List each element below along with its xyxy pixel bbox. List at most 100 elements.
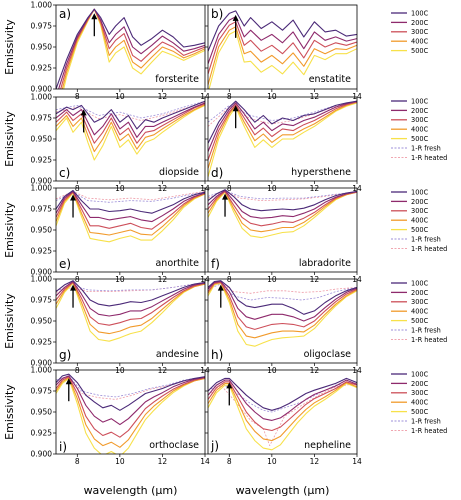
panel-e-ytick-label: 0.950 — [31, 226, 53, 235]
panel-d-letter: d) — [211, 166, 223, 180]
panel-d: 8 10 12 14d) hypersthene100C200C300C400C500C… — [205, 96, 447, 193]
panel-g-line-200c — [56, 280, 205, 317]
panel-i-ytick-label: 0.925 — [31, 429, 53, 438]
panel-f-letter: f) — [211, 257, 220, 271]
panel-j-letter: j) — [210, 439, 219, 453]
panel-f-line-500c — [208, 191, 357, 239]
panel-a-xtick-label: 14 — [200, 92, 210, 101]
panel-c-ytick-label: 0.975 — [31, 114, 53, 123]
panel-j-legend-label: 400C — [411, 399, 429, 407]
panel-c-line-300c — [56, 103, 205, 144]
panel-g-mineral-name: andesine — [156, 349, 199, 360]
x-axis-label-left: wavelength (µm) — [84, 484, 178, 497]
panel-a-mineral-name: forsterite — [155, 74, 199, 85]
y-axis-label-row-3: Emissivity — [3, 202, 16, 258]
panel-f-line-100c — [208, 189, 357, 212]
panel-e-line-200c — [56, 190, 205, 223]
panel-f-legend-label: 300C — [411, 207, 429, 215]
panel-d-line-1-r-heated — [208, 100, 357, 127]
panel-j-line-1-r-heated — [208, 383, 357, 447]
panel-b-legend-label: 200C — [411, 19, 429, 27]
y-axis-label-row-5: Emissivity — [3, 384, 16, 440]
panel-a-line-300c — [60, 8, 205, 89]
panel-g-ytick-label: 0.900 — [31, 359, 53, 368]
panel-d-mineral-name: hypersthene — [291, 167, 351, 178]
panel-h-line-300c — [208, 281, 357, 330]
panel-b-line-400c — [208, 26, 357, 85]
panel-e-xtick-label: 10 — [115, 275, 125, 284]
panel-h-xtick-label: 12 — [310, 366, 320, 375]
panel-c-ytick-label: 1.000 — [31, 93, 53, 102]
panel-b-legend-label: 100C — [411, 9, 429, 17]
panel-d-xtick-label: 8 — [227, 184, 232, 193]
panel-c-letter: c) — [59, 166, 70, 180]
panel-g-line-500c — [56, 282, 205, 342]
panel-h-mineral-name: oligoclase — [304, 349, 352, 360]
panel-i-ytick-label: 1.000 — [31, 366, 53, 375]
panel-h-xtick-label: 10 — [267, 366, 277, 375]
panel-g-line-300c — [56, 281, 205, 326]
panel-d-xtick-label: 10 — [267, 184, 277, 193]
panel-i-ytick-label: 0.975 — [31, 387, 53, 396]
panel-j-line-100c — [208, 377, 357, 411]
panel-f-legend-label: 500C — [411, 226, 429, 234]
panel-b-mineral-name: enstatite — [309, 74, 351, 85]
panel-b-arrow-head — [232, 14, 239, 21]
panel-e-ytick-label: 0.925 — [31, 247, 53, 256]
panel-e-series — [56, 189, 205, 243]
panel-h-letter: h) — [211, 348, 223, 362]
panel-b-legend-label: 300C — [411, 28, 429, 36]
panel-g-letter: g) — [59, 348, 71, 362]
panel-c-xtick-label: 8 — [75, 184, 80, 193]
panel-c: 8 10 12 14 0.900 0.925 0.950 0.975 1.000 c) diopsi… — [31, 93, 210, 194]
panel-e-letter: e) — [59, 257, 71, 271]
panel-j-xtick-label: 8 — [227, 457, 232, 466]
panel-a-xtick-label: 10 — [115, 92, 125, 101]
panel-i-xtick-label: 12 — [158, 457, 168, 466]
panel-a-letter: a) — [59, 7, 71, 21]
panel-h-line-100c — [208, 280, 357, 315]
panel-h-line-200c — [208, 280, 357, 322]
panel-i-xtick-label: 8 — [75, 457, 80, 466]
panel-f-line-300c — [208, 190, 357, 227]
panel-b-xtick-label: 12 — [310, 92, 320, 101]
panel-d-legend-label: 300C — [411, 116, 429, 124]
panel-d-legend-label: 400C — [411, 126, 429, 134]
panel-i-line-200c — [56, 375, 205, 426]
panel-c-line-1-r-heated — [56, 101, 205, 121]
panel-i-letter: i) — [59, 440, 67, 454]
panel-h-legend-label: 1-R heated — [411, 336, 447, 344]
panel-f-legend-label: 1-R fresh — [411, 235, 441, 243]
panel-j: 8 10 12 14j) nepheline100C200C300C400C500C1-… — [205, 369, 447, 466]
panel-j-line-300c — [208, 381, 357, 432]
panel-i-xtick-label: 14 — [200, 457, 210, 466]
panel-i-ytick-label: 0.900 — [31, 450, 53, 459]
panel-f-xtick-label: 8 — [227, 275, 232, 284]
panel-d-line-200c — [208, 100, 357, 152]
panel-g-line-100c — [56, 280, 205, 307]
panel-j-legend-label: 500C — [411, 408, 429, 416]
panel-e-line-1-r-fresh — [56, 191, 205, 203]
panel-b-line-100c — [208, 10, 357, 52]
panel-c-line-400c — [56, 104, 205, 153]
panel-f-line-200c — [208, 189, 357, 219]
panel-e-line-500c — [56, 192, 205, 243]
panel-i-xtick-label: 10 — [115, 457, 125, 466]
panel-e-line-100c — [56, 189, 205, 214]
panel-i-line-300c — [56, 376, 205, 438]
panel-i-mineral-name: orthoclase — [149, 440, 199, 451]
panel-e-line-1-r-heated — [56, 190, 205, 201]
panel-g-xtick-label: 8 — [75, 366, 80, 375]
panel-a-xtick-label: 12 — [158, 92, 168, 101]
panel-h-legend-label: 500C — [411, 317, 429, 325]
panel-g-line-1-r-fresh — [56, 282, 205, 292]
panel-h-legend-label: 300C — [411, 298, 429, 306]
panel-b-legend-label: 500C — [411, 47, 429, 55]
panel-a: 8 10 12 14 0.900 0.925 0.950 0.975 1.000 a) forste… — [31, 1, 210, 102]
panel-d-legend-label: 100C — [411, 97, 429, 105]
y-axis-label-row-1: Emissivity — [3, 19, 16, 75]
